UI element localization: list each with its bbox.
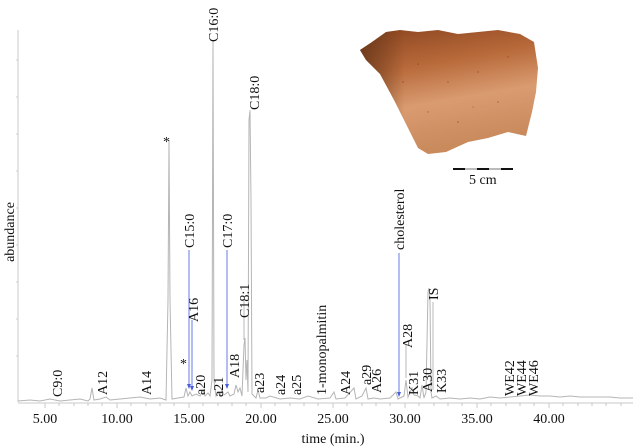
label-a20: a20 — [194, 375, 209, 395]
label-a25: a25 — [290, 375, 305, 395]
x-tick-20: 20.00 — [245, 412, 277, 427]
label-1-monopalmitin: 1-monopalmitin — [315, 305, 330, 395]
label-star-1: * — [163, 135, 170, 150]
gray-pointer-lines — [243, 300, 434, 390]
x-tick-15: 15.00 — [173, 412, 205, 427]
label-we44: WE44 — [515, 360, 530, 396]
label-k31: K31 — [407, 371, 422, 395]
x-axis-title: time (min.) — [302, 432, 365, 447]
label-c18-1: C18:1 — [238, 284, 253, 318]
label-a24-lower: a24 — [274, 375, 289, 395]
x-tick-5: 5.00 — [33, 412, 58, 427]
leader-lines — [249, 110, 251, 112]
x-axis: 5.00 10.00 15.00 20.00 25.00 30.00 35.00… — [18, 402, 633, 427]
y-axis-title: abundance — [3, 202, 18, 262]
x-tick-10: 10.00 — [101, 412, 133, 427]
pointer-arrows — [187, 384, 401, 397]
label-c17-0: C17:0 — [221, 214, 236, 248]
label-a18: A18 — [228, 354, 243, 378]
label-c16-0: C16:0 — [207, 8, 222, 42]
x-tick-25: 25.00 — [317, 412, 349, 427]
label-a16: A16 — [187, 298, 202, 322]
label-c9-0: C9:0 — [51, 370, 66, 397]
label-a30: A30 — [421, 368, 436, 392]
label-a12: A12 — [96, 371, 111, 395]
label-a14: A14 — [140, 371, 155, 395]
label-we46: WE46 — [527, 360, 542, 396]
chromatogram-trace — [17, 39, 633, 402]
scale-bar — [453, 168, 513, 170]
peak-labels: C9:0 A12 A14 * * C15:0 A16 a20 C16:0 a21… — [51, 8, 542, 397]
pottery-sherd-photo — [360, 30, 538, 154]
scale-label: 5 cm — [469, 173, 497, 188]
label-cholesterol: cholesterol — [393, 188, 408, 250]
pointer-lines — [188, 250, 400, 393]
x-tick-40: 40.00 — [533, 412, 565, 427]
x-tick-35: 35.00 — [461, 412, 493, 427]
label-c18-0: C18:0 — [248, 76, 263, 110]
label-A24: A24 — [339, 371, 354, 395]
label-a29: a29 — [360, 365, 375, 385]
label-a23: a23 — [253, 373, 268, 393]
label-a21: a21 — [212, 377, 227, 397]
label-we42: WE42 — [503, 360, 518, 396]
label-star-2: * — [180, 357, 187, 372]
label-a26: A26 — [370, 369, 385, 393]
label-c15-0: C15:0 — [183, 214, 198, 248]
label-is: IS — [427, 288, 442, 300]
label-a28: A28 — [401, 324, 416, 348]
label-k33: K33 — [435, 369, 450, 393]
x-tick-30: 30.00 — [389, 412, 421, 427]
y-axis — [16, 30, 19, 402]
